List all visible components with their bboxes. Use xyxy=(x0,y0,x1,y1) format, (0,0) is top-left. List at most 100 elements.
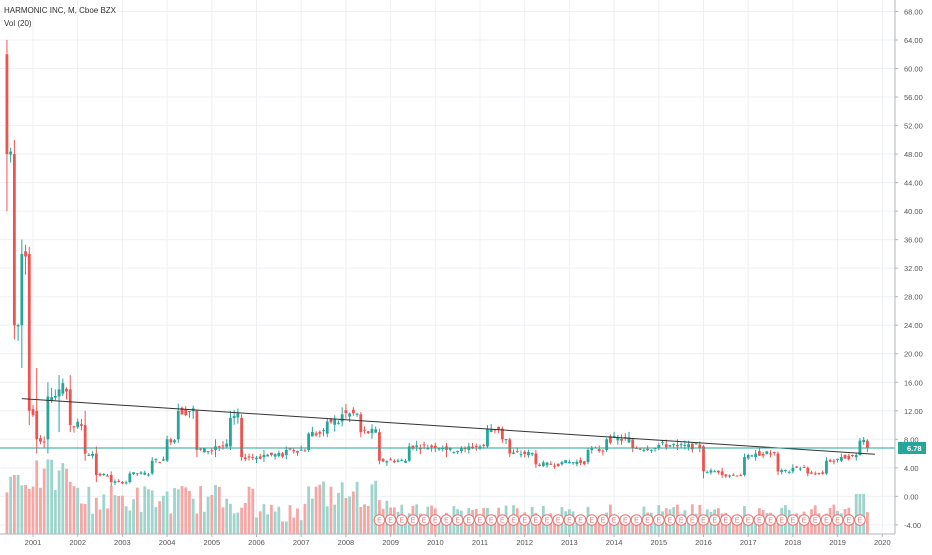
candle-body xyxy=(828,460,832,462)
candle-body xyxy=(39,438,42,442)
earnings-marker[interactable]: E xyxy=(485,514,497,526)
candle-body xyxy=(180,407,184,415)
earnings-marker[interactable]: E xyxy=(809,514,822,526)
candle-body xyxy=(772,452,776,454)
earnings-marker[interactable]: E xyxy=(731,514,743,526)
earnings-marker[interactable]: E xyxy=(474,514,486,526)
earnings-marker-circle xyxy=(541,514,553,526)
volume-bar xyxy=(746,519,750,534)
earnings-marker[interactable]: E xyxy=(429,514,442,526)
earnings-marker[interactable]: E xyxy=(775,514,788,526)
candle-body xyxy=(113,481,117,483)
candle-body xyxy=(106,475,109,477)
price-tick-label: 32.00 xyxy=(904,264,923,273)
candle-body xyxy=(702,446,705,472)
volume-indicator-label[interactable]: Vol (20) xyxy=(4,19,32,28)
volume-bar xyxy=(556,518,560,534)
volume-bar xyxy=(310,498,314,534)
earnings-marker[interactable]: E xyxy=(552,514,565,526)
candle-body xyxy=(549,463,553,465)
earnings-marker[interactable]: E xyxy=(820,514,833,526)
time-axis[interactable]: 2001 2002 2003 2004 2005 2006 2007 2008 2009 2010… xyxy=(0,533,895,547)
earnings-marker[interactable]: E xyxy=(675,514,687,526)
volume-bar xyxy=(229,503,232,534)
volume-bar xyxy=(776,518,780,534)
earnings-marker[interactable]: E xyxy=(764,514,777,526)
candle-body xyxy=(195,410,199,450)
earnings-marker[interactable]: E xyxy=(496,514,509,526)
earnings-marker[interactable]: E xyxy=(563,514,576,526)
symbol-title[interactable]: HARMONIC INC, M, Cboe BZX xyxy=(4,6,117,15)
volume-bar xyxy=(553,521,556,534)
volume-bar xyxy=(68,481,72,534)
time-tick-label: 2006 xyxy=(248,538,265,547)
earnings-marker[interactable]: E xyxy=(630,514,643,526)
volume-bar xyxy=(191,498,195,534)
earnings-marker[interactable]: E xyxy=(440,514,453,526)
candle-body xyxy=(862,439,866,443)
earnings-marker-label: E xyxy=(735,518,740,525)
price-axis[interactable]: 68.00 64.00 60.00 56.00 52.00 48.00 44.00 40.00… xyxy=(894,0,926,534)
last-price-badge[interactable]: 6.78 xyxy=(898,441,926,454)
volume-bar xyxy=(307,486,311,534)
earnings-marker[interactable]: E xyxy=(418,514,430,526)
last-price-badge-text: 6.78 xyxy=(907,444,922,453)
candle-body xyxy=(173,440,176,443)
earnings-marker[interactable]: E xyxy=(373,514,386,526)
earnings-marker[interactable]: E xyxy=(842,514,855,526)
earnings-marker-circle xyxy=(474,514,486,526)
earnings-marker-circle xyxy=(675,514,687,526)
candle-body xyxy=(404,460,407,463)
earnings-marker[interactable]: E xyxy=(530,514,542,526)
earnings-marker[interactable]: E xyxy=(384,514,397,526)
volume-bar xyxy=(594,521,597,534)
earnings-marker[interactable]: E xyxy=(585,514,598,526)
earnings-marker[interactable]: E xyxy=(708,514,721,526)
earnings-marker[interactable]: E xyxy=(686,514,699,526)
volume-bar xyxy=(184,487,188,534)
earnings-marker-circle xyxy=(597,514,609,526)
earnings-marker[interactable]: E xyxy=(574,514,587,526)
volume-bar xyxy=(296,508,299,534)
earnings-marker[interactable]: E xyxy=(720,514,732,526)
earnings-marker[interactable]: E xyxy=(619,514,632,526)
earnings-marker[interactable]: E xyxy=(664,514,676,526)
earnings-marker[interactable]: E xyxy=(597,514,609,526)
price-tick-label: 0.00 xyxy=(904,492,919,501)
earnings-marker[interactable]: E xyxy=(463,514,475,526)
earnings-marker[interactable]: E xyxy=(407,514,419,526)
earnings-marker[interactable]: E xyxy=(395,514,408,526)
earnings-marker[interactable]: E xyxy=(653,514,665,526)
earnings-marker[interactable]: E xyxy=(641,514,654,526)
earnings-marker[interactable]: E xyxy=(753,514,766,526)
candle-body xyxy=(717,470,720,473)
earnings-marker[interactable]: E xyxy=(541,514,553,526)
earnings-marker[interactable]: E xyxy=(451,514,464,526)
candle-body xyxy=(296,450,299,453)
candle-body xyxy=(810,472,813,474)
earnings-marker[interactable]: E xyxy=(742,514,755,526)
volume-bar xyxy=(143,486,147,534)
earnings-marker[interactable]: E xyxy=(697,514,710,526)
volume-bar xyxy=(135,487,139,534)
volume-bar xyxy=(24,485,27,534)
candle-body xyxy=(121,481,124,484)
candle-body xyxy=(199,448,203,450)
trendline[interactable] xyxy=(21,398,875,455)
earnings-marker[interactable]: E xyxy=(507,514,520,526)
earnings-marker[interactable]: E xyxy=(798,514,810,526)
earnings-marker-label: E xyxy=(757,518,762,525)
candle-body xyxy=(20,253,24,326)
earnings-marker-circle xyxy=(507,514,520,526)
earnings-marker[interactable]: E xyxy=(608,514,620,526)
volume-bar xyxy=(366,505,370,534)
earnings-marker[interactable]: E xyxy=(787,514,799,526)
earnings-marker[interactable]: E xyxy=(831,514,844,526)
earnings-marker[interactable]: E xyxy=(854,514,866,526)
earnings-marker-label: E xyxy=(701,518,706,525)
earnings-marker[interactable]: E xyxy=(518,514,531,526)
time-tick-label: 2013 xyxy=(561,538,578,547)
trendline-layer[interactable] xyxy=(21,398,875,455)
